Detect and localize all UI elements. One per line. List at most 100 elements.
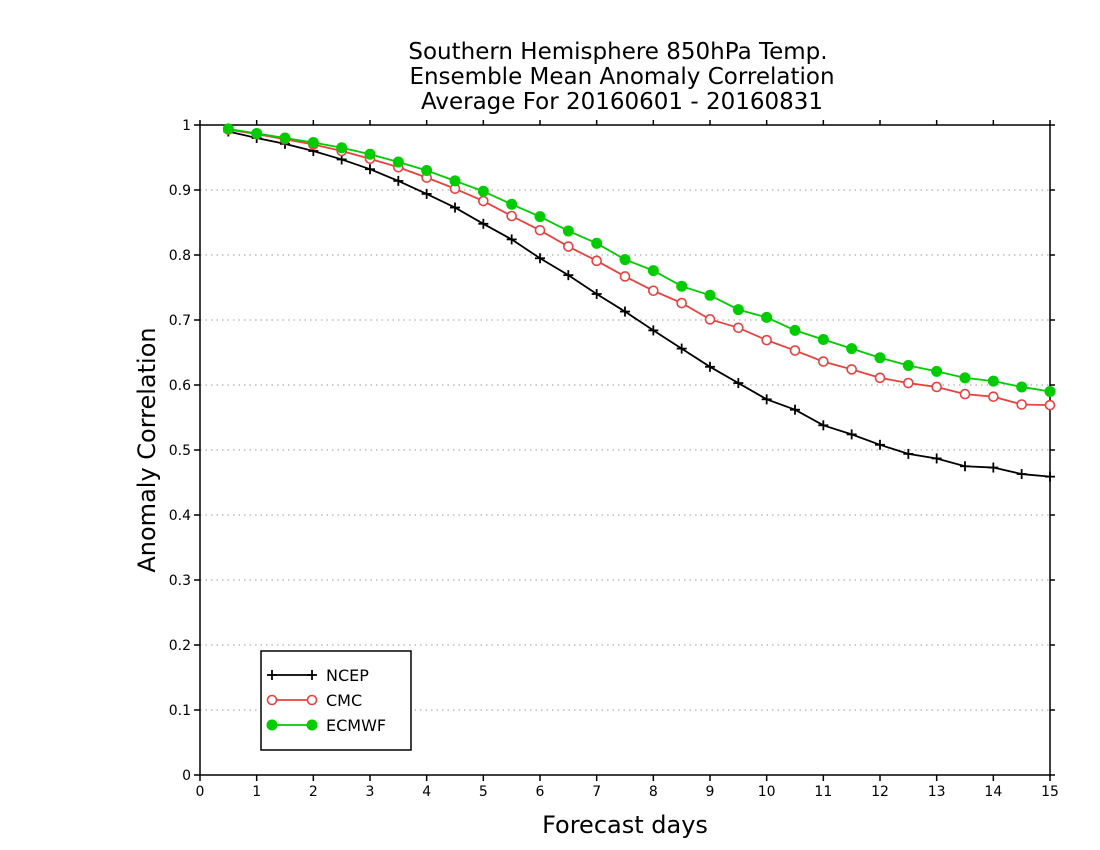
data-point-cmc [619, 271, 631, 282]
data-point-ncep [733, 378, 744, 389]
x-tick-label: 6 [536, 784, 545, 800]
x-tick-label: 14 [984, 784, 1002, 800]
y-tick-label: 0.5 [169, 443, 191, 459]
x-tick-label: 13 [928, 784, 946, 800]
x-tick-label: 7 [592, 784, 601, 800]
data-point-cmc [676, 297, 687, 309]
data-point-ecmwf [421, 165, 433, 176]
legend-marker-cmc [306, 694, 318, 706]
data-point-ncep [790, 404, 800, 415]
data-point-ecmwf [789, 324, 801, 336]
legend-marker-cmc [266, 694, 278, 706]
data-point-cmc [959, 388, 971, 400]
data-point-ecmwf [902, 360, 914, 371]
data-point-ecmwf [506, 198, 518, 210]
data-point-ncep [450, 202, 460, 213]
series-line-ecmwf [228, 128, 1051, 393]
x-tick-label: 0 [196, 784, 205, 800]
data-point-ncep [535, 253, 545, 264]
data-point-ecmwf [591, 237, 603, 249]
data-point-ncep [620, 306, 630, 317]
data-point-ncep [506, 234, 517, 245]
data-point-ecmwf [732, 304, 744, 316]
data-point-cmc [534, 225, 546, 236]
data-point-cmc [761, 334, 772, 346]
data-point-ecmwf [449, 175, 461, 187]
x-tick-label: 15 [1041, 784, 1059, 800]
x-tick-label: 10 [758, 784, 776, 800]
gridlines [200, 189, 1050, 711]
data-point-ncep [875, 439, 885, 450]
chart-title-line-2: Ensemble Mean Anomaly Correlation [409, 64, 834, 90]
data-point-cmc [874, 372, 886, 384]
data-point-cmc [931, 381, 942, 393]
data-point-ecmwf [1044, 386, 1056, 397]
data-point-ecmwf [251, 127, 263, 139]
data-point-ncep [365, 164, 375, 175]
x-tick-label: 4 [422, 784, 431, 800]
data-point-ncep [478, 218, 489, 229]
legend-item-cmc: CMC [266, 691, 362, 710]
data-point-ncep [648, 325, 659, 336]
y-tick-label: 0.6 [169, 378, 191, 394]
x-tick-label: 12 [871, 784, 889, 800]
data-point-ecmwf [534, 211, 546, 223]
data-point-cmc [818, 356, 829, 367]
data-point-ncep [676, 343, 687, 354]
data-point-ecmwf [959, 372, 971, 384]
x-tick-label: 11 [814, 784, 832, 800]
data-point-ecmwf [647, 265, 659, 277]
x-axis: 0 1 2 3 4 5 6 7 8 9 10 11 12 13 14 15 [196, 120, 1059, 800]
data-point-ecmwf [307, 137, 319, 149]
x-tick-label: 3 [366, 784, 375, 800]
y-tick-label: 0.2 [169, 638, 191, 654]
data-point-ecmwf [931, 365, 943, 377]
chart-title-line-3: Average For 20160601 - 20160831 [421, 89, 823, 115]
data-point-ncep [960, 461, 970, 472]
x-tick-label: 5 [479, 784, 488, 800]
y-tick-label: 0.7 [169, 313, 191, 329]
data-point-cmc [591, 255, 602, 267]
series-ncep [223, 126, 1055, 482]
legend-marker-ncep [267, 670, 277, 680]
legend-items: NCEP CMC ECMWF [266, 666, 386, 735]
y-axis: 0 0.1 0.2 0.3 0.4 0.5 0.6 0.7 0.8 0.9 1 [169, 118, 1055, 784]
data-point-cmc [789, 345, 801, 356]
data-point-ncep [931, 453, 942, 464]
series-layer [222, 123, 1056, 482]
series-line-cmc [228, 128, 1051, 407]
y-tick-label: 0.9 [169, 183, 191, 199]
data-point-ecmwf [222, 123, 234, 135]
x-tick-label: 1 [252, 784, 261, 800]
y-axis-title: Anomaly Correlation [133, 327, 161, 572]
data-point-ecmwf [1016, 381, 1028, 393]
y-tick-label: 0.8 [169, 248, 191, 264]
data-point-ecmwf [676, 280, 688, 292]
data-point-ecmwf [817, 334, 829, 345]
chart-title-line-1: Southern Hemisphere 850hPa Temp. [408, 39, 827, 65]
data-point-ncep [563, 270, 574, 281]
series-ecmwf [222, 123, 1056, 397]
data-point-ecmwf [846, 343, 858, 355]
y-tick-label: 0.3 [169, 573, 191, 589]
data-point-ncep [903, 448, 914, 459]
data-point-ecmwf [364, 148, 376, 160]
data-point-cmc [478, 195, 489, 207]
data-point-cmc [1016, 399, 1027, 410]
data-point-ncep [761, 394, 772, 405]
y-tick-label: 1 [182, 118, 191, 134]
data-point-ecmwf [874, 352, 886, 364]
data-point-ecmwf [987, 375, 999, 387]
data-point-ecmwf [562, 225, 574, 237]
data-point-cmc [704, 314, 716, 325]
legend-box [260, 650, 412, 751]
data-point-ecmwf [336, 142, 348, 154]
data-point-ecmwf [704, 289, 716, 301]
legend-marker-ecmwf [306, 719, 318, 731]
x-tick-label: 8 [649, 784, 658, 800]
data-point-cmc [648, 285, 659, 297]
series-cmc [223, 124, 1056, 411]
y-tick-label: 0.1 [169, 703, 191, 719]
data-point-ecmwf [477, 185, 489, 197]
